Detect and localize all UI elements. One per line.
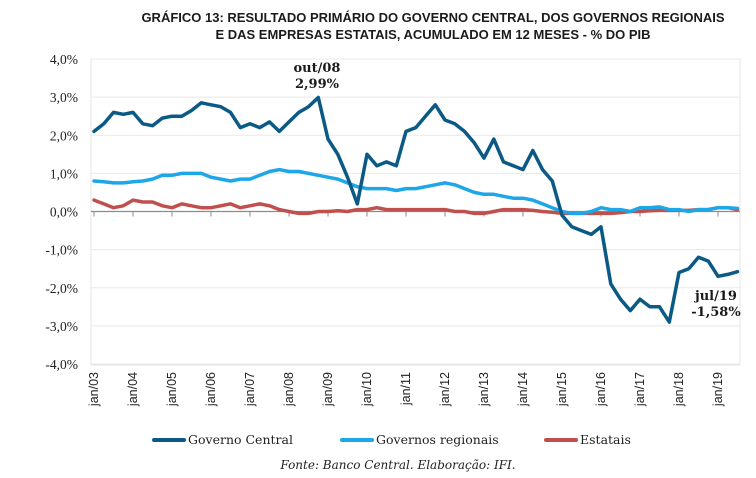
legend-swatch-estatais: [544, 437, 578, 442]
x-tick-label: jan/07: [243, 372, 257, 407]
x-tick-label: jan/10: [360, 372, 374, 407]
legend-label-governos-regionais: Governos regionais: [376, 432, 499, 447]
x-tick-label: jan/08: [282, 372, 296, 407]
y-tick-label: -1,0%: [45, 243, 78, 258]
annotation-label: out/08: [294, 61, 341, 76]
x-tick-label: jan/06: [204, 372, 218, 407]
source-note: Fonte: Banco Central. Elaboração: IFI.: [280, 458, 516, 472]
y-axis: 4,0% 3,0% 2,0% 1,0% 0,0% -1,0% -2,0% -3,0% -4,0%: [45, 52, 78, 372]
series-lines: [92, 95, 740, 324]
annotation-label: 2,99%: [295, 77, 340, 92]
x-tick-label: jan/15: [555, 372, 569, 407]
x-tick-label: jan/03: [87, 372, 101, 407]
y-tick-label: -4,0%: [45, 357, 78, 372]
legend-label-governo-central: Governo Central: [188, 432, 293, 447]
series-line-governo-central: [92, 95, 740, 324]
series-line-governos-regionais: [92, 167, 740, 216]
x-tick-label: jan/14: [516, 372, 530, 407]
x-tick-label: jan/09: [321, 372, 335, 407]
legend-item-governo-central: Governo Central: [152, 432, 293, 447]
x-tick-label: jan/17: [633, 372, 647, 407]
chart-title-line-1: GRÁFICO 13: RESULTADO PRIMÁRIO DO GOVERN…: [141, 10, 725, 25]
y-tick-label: 2,0%: [50, 128, 78, 143]
legend-item-estatais: Estatais: [544, 432, 631, 447]
annotation-label: jul/19: [694, 289, 737, 304]
y-tick-label: 3,0%: [50, 90, 78, 105]
x-tick-label: jan/11: [399, 372, 413, 406]
legend-swatch-governo-central: [152, 437, 186, 442]
x-tick-label: jan/04: [126, 372, 140, 407]
chart-title: GRÁFICO 13: RESULTADO PRIMÁRIO DO GOVERN…: [0, 9, 756, 43]
x-tick-label: jan/12: [438, 372, 452, 407]
y-tick-label: -2,0%: [45, 281, 78, 296]
x-tick-label: jan/18: [672, 372, 686, 407]
legend-label-estatais: Estatais: [580, 432, 631, 447]
y-tick-label: 4,0%: [50, 52, 78, 67]
y-tick-label: 1,0%: [50, 166, 78, 181]
legend: Governo Central Governos regionais Estat…: [0, 432, 756, 450]
annotations: out/082,99% jul/19-1,58%: [294, 61, 742, 320]
chart-title-line-2: E DAS EMPRESAS ESTATAIS, ACUMULADO EM 12…: [215, 27, 651, 42]
x-tick-label: jan/13: [477, 372, 491, 407]
x-tick-label: jan/16: [594, 372, 608, 407]
y-tick-label: 0,0%: [50, 205, 78, 220]
gridlines: [91, 58, 740, 365]
x-tick-label: jan/05: [165, 372, 179, 407]
y-tick-label: -3,0%: [45, 319, 78, 334]
x-tick-label: jan/19: [711, 372, 725, 407]
annotation-label: -1,58%: [691, 305, 741, 320]
legend-item-governos-regionais: Governos regionais: [340, 432, 499, 447]
legend-swatch-governos-regionais: [340, 437, 374, 442]
